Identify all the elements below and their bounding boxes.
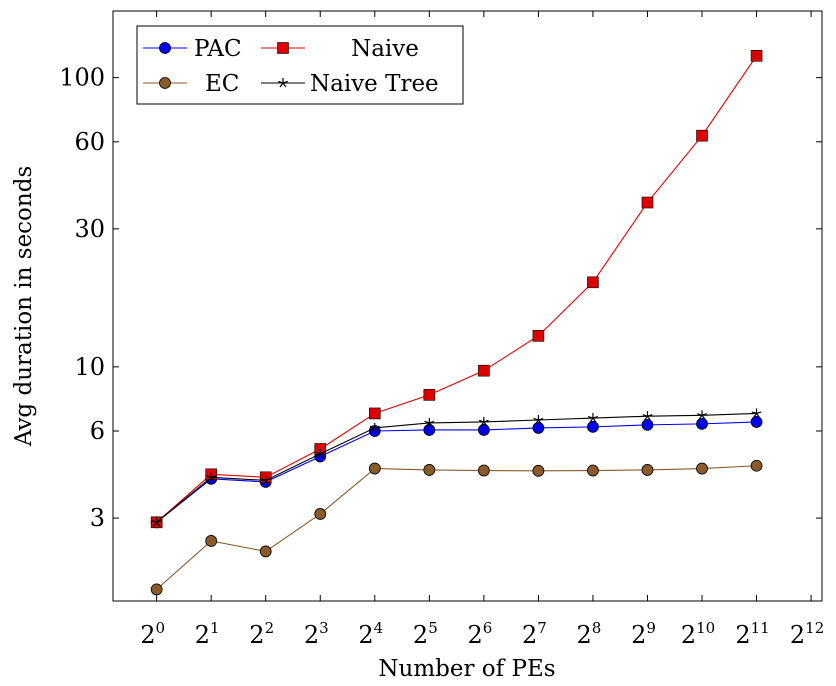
x-tick-label: 20: [140, 619, 165, 649]
y-tick-label: 60: [74, 128, 105, 156]
x-axis-title: Number of PEs: [378, 656, 555, 682]
x-tick-label: 210: [681, 619, 715, 649]
data-point: [368, 462, 381, 475]
plot-frame: [112, 10, 823, 602]
y-tick-label: 6: [90, 417, 105, 445]
data-point: [750, 416, 763, 428]
legend-items: PAC Naive EC Naive Tree: [143, 36, 439, 97]
data-point: [478, 416, 489, 427]
data-point: [423, 424, 436, 436]
series-naive: [150, 49, 763, 529]
data-point: [314, 508, 327, 520]
data-point: [641, 196, 654, 209]
x-tick-label: 25: [413, 619, 438, 649]
data-point: [696, 417, 708, 430]
legend-marker: [159, 42, 171, 54]
y-tick-label: 30: [74, 215, 105, 243]
data-point: [477, 424, 490, 436]
data-point: [315, 448, 326, 459]
data-point: [587, 420, 599, 433]
x-tick-label: 22: [249, 619, 274, 649]
series-ec: [150, 459, 763, 596]
data-point: [423, 389, 436, 401]
series-line: [156, 412, 757, 523]
y-tick-label: 10: [74, 353, 105, 381]
data-point: [641, 464, 654, 476]
data-point: [423, 464, 436, 476]
x-tick-label: 26: [467, 619, 492, 649]
x-tick-label: 27: [522, 619, 547, 649]
data-point: [151, 517, 162, 527]
data-point: [696, 129, 708, 142]
data-point: [696, 462, 708, 475]
legend-box: [136, 25, 464, 105]
x-tick-label: 23: [304, 619, 329, 649]
data-point: [587, 276, 599, 289]
data-point: [369, 422, 380, 433]
legend-marker: [278, 78, 288, 88]
y-tick-label: 3: [90, 504, 105, 532]
legend-label: EC: [205, 71, 239, 97]
data-point: [697, 410, 707, 420]
x-tick-label: 24: [358, 619, 383, 649]
data-point: [642, 411, 653, 421]
series-layer: [150, 49, 763, 596]
data-point: [424, 417, 435, 428]
data-point: [750, 459, 763, 472]
legend-item: Naive: [261, 36, 419, 62]
data-point: [750, 49, 763, 62]
y-tick-label: 100: [59, 64, 105, 92]
series-pac: [150, 416, 763, 529]
x-tick-label: 28: [577, 619, 602, 649]
y-axis: 3 6 10 30 60 100: [59, 64, 822, 532]
legend-item: PAC: [143, 36, 242, 62]
x-tick-label: 211: [735, 619, 769, 649]
x-axis: 20 21 22 23 24 25 26 27 28 29 210 211 212: [140, 11, 824, 649]
x-tick-label: 212: [790, 619, 824, 649]
data-point: [751, 408, 762, 418]
data-point: [150, 583, 163, 596]
x-tick-label: 29: [631, 619, 656, 649]
y-axis-title: Avg duration in seconds: [11, 166, 37, 447]
data-point: [477, 464, 490, 477]
series-naive-tree: [151, 408, 762, 527]
data-point: [532, 464, 545, 477]
data-point: [259, 545, 272, 558]
data-point: [206, 472, 217, 482]
x-tick-label: 21: [195, 619, 220, 649]
data-point: [368, 407, 381, 420]
legend-item: Naive Tree: [261, 71, 439, 97]
legend-marker: [277, 42, 289, 54]
series-line: [156, 421, 757, 523]
legend-marker: [159, 77, 171, 89]
legend-label: Naive Tree: [310, 71, 439, 97]
data-point: [478, 364, 490, 377]
data-point: [260, 475, 271, 485]
series-line: [156, 55, 758, 523]
legend-label: PAC: [194, 36, 242, 62]
data-point: [641, 418, 654, 431]
data-point: [532, 330, 545, 342]
data-point: [587, 464, 599, 477]
data-point: [532, 422, 545, 434]
series-line: [156, 465, 757, 590]
data-point: [205, 535, 218, 547]
legend-item: EC: [143, 71, 239, 97]
legend-label: Naive: [351, 36, 419, 62]
legend: PAC Naive EC Naive Tree: [136, 25, 464, 105]
data-point: [587, 413, 598, 423]
data-point: [533, 414, 544, 425]
